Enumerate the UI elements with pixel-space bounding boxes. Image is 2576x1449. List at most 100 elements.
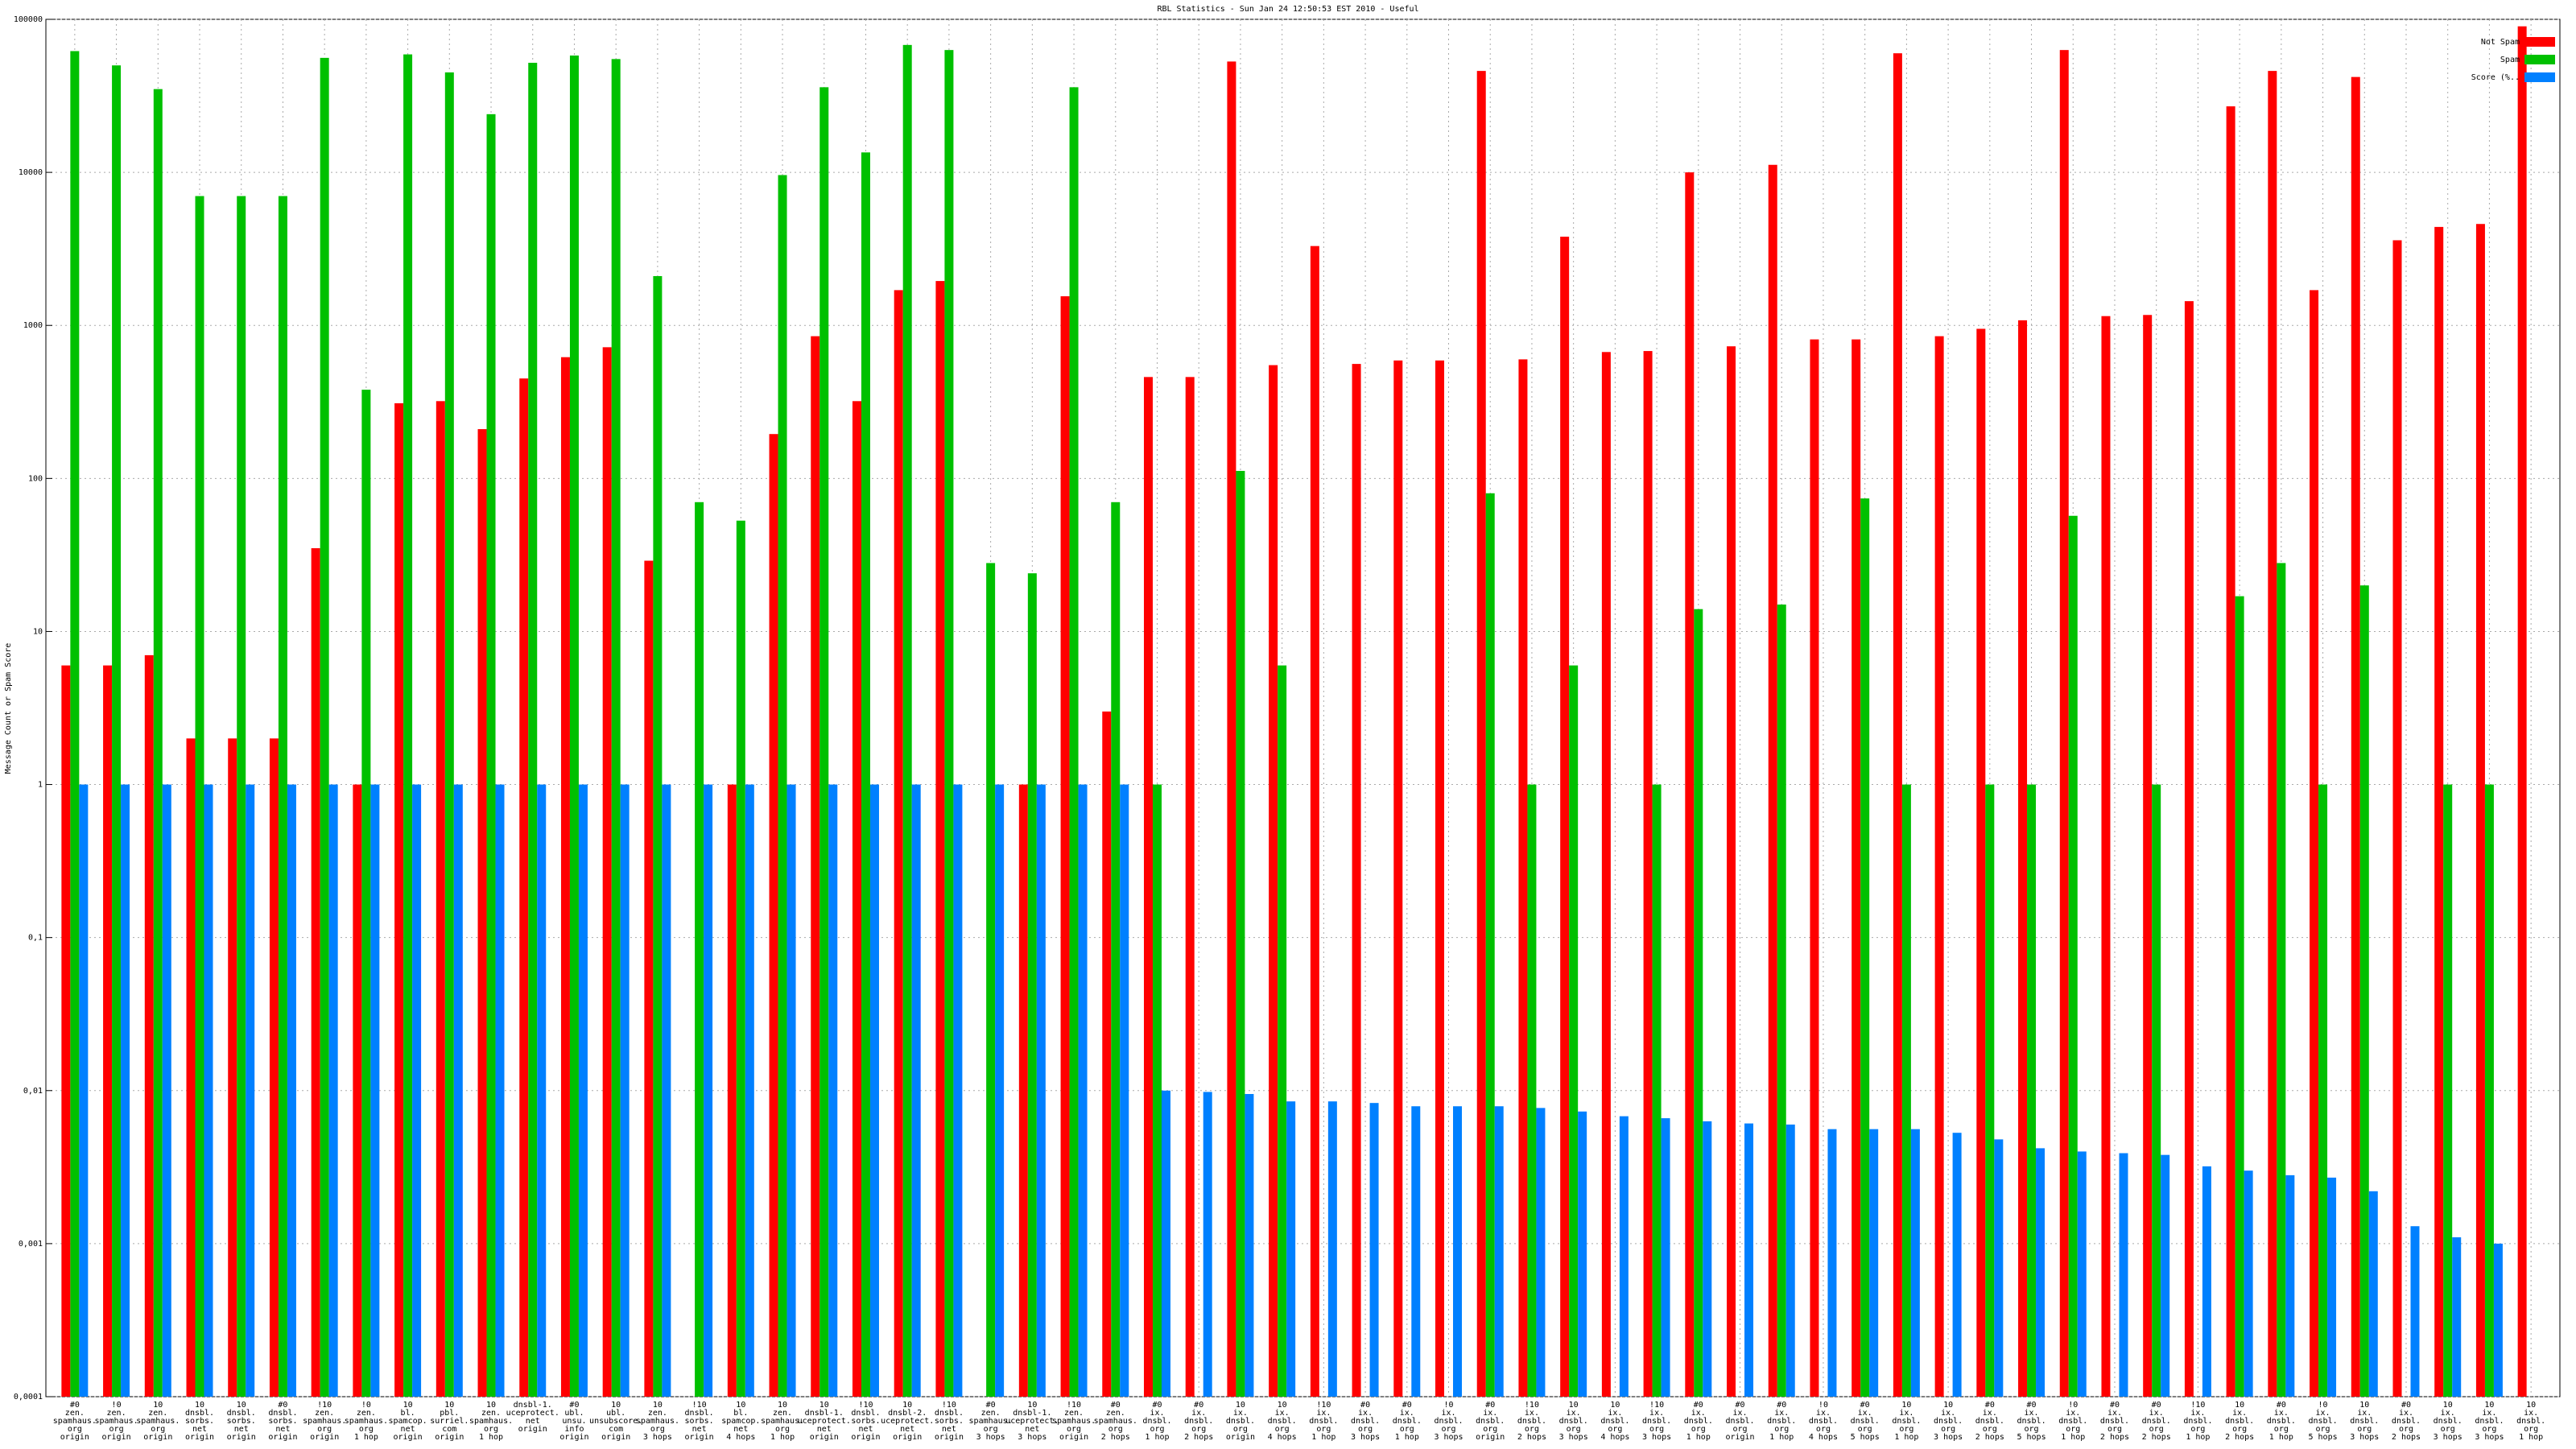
x-tick-label-line: dnsbl-1.: [1013, 1409, 1051, 1418]
x-tick-label-line: origin: [435, 1433, 464, 1442]
x-tick-label-line: 3 hops: [1934, 1433, 1963, 1442]
x-tick-label: !10 dnsbl. sorbs. net origin: [935, 1401, 964, 1442]
y-tick-label: 100: [28, 474, 43, 483]
x-tick-label-line: origin: [518, 1425, 547, 1434]
x-tick-label-line: dnsbl.: [2475, 1417, 2504, 1426]
x-tick-label: #0 ix. dnsbl. org 1 hop: [1767, 1401, 1796, 1442]
x-tick-label-line: spamhaus.: [1094, 1417, 1137, 1426]
x-tick-label-line: org: [317, 1425, 332, 1434]
x-tick-label-line: dnsbl.: [1892, 1417, 1921, 1426]
x-tick-label: #0 ix. dnsbl. org 1 hop: [1684, 1401, 1713, 1442]
bar: [1269, 365, 1278, 1397]
x-tick-label-line: origin: [60, 1433, 89, 1442]
x-tick-label-line: ix.: [1941, 1409, 1955, 1418]
x-tick-label-line: 3 hops: [1434, 1433, 1463, 1442]
x-tick-label-line: !0: [361, 1401, 371, 1410]
bar: [1161, 1090, 1170, 1397]
x-tick-label: 10 dnsbl-2. uceprotect. net origin: [881, 1401, 934, 1442]
x-tick-label-line: zen.: [107, 1409, 126, 1418]
bar: [1985, 784, 1995, 1397]
x-tick-label: 10 ix. dnsbl. org 3 hops: [1934, 1401, 1963, 1442]
bar: [246, 784, 255, 1397]
x-tick-label-line: ix.: [2149, 1409, 2164, 1418]
x-tick-label-line: origin: [102, 1433, 131, 1442]
bar: [727, 784, 737, 1397]
x-tick-label: !10 ix. dnsbl. org 3 hops: [1642, 1401, 1671, 1442]
bar: [2143, 315, 2153, 1397]
x-tick-label-line: 1 hop: [1145, 1433, 1169, 1442]
x-tick-label: #0 ix. dnsbl. org 2 hops: [1184, 1401, 1213, 1442]
x-tick-label-line: ix.: [1691, 1409, 1706, 1418]
bar: [1785, 1124, 1795, 1397]
x-tick-label-line: bl.: [401, 1409, 415, 1418]
x-tick-label: dnsbl-1. uceprotect. net origin: [506, 1401, 559, 1434]
bar: [1027, 573, 1037, 1397]
x-tick-label-line: org: [1441, 1425, 1455, 1434]
x-tick-label-line: 3 hops: [2350, 1433, 2379, 1442]
x-tick-label-line: #0: [569, 1401, 579, 1410]
bar: [353, 784, 362, 1397]
x-tick-label-line: 1 hop: [1395, 1433, 1419, 1442]
x-tick-label: !0 ix. dnsbl. org 1 hop: [2058, 1401, 2087, 1442]
x-tick-label-line: #0: [1360, 1401, 1370, 1410]
x-tick-label-line: sorbs.: [268, 1417, 297, 1426]
x-tick-label-line: org: [1358, 1425, 1373, 1434]
bar: [278, 196, 287, 1397]
x-tick-label-line: dnsbl.: [2017, 1417, 2046, 1426]
bar: [1120, 784, 1129, 1397]
x-tick-label-line: 3 hops: [2434, 1433, 2462, 1442]
x-tick-label-line: ix.: [1816, 1409, 1831, 1418]
x-tick-label-line: #0: [1694, 1401, 1703, 1410]
x-tick-label-line: spamhaus.: [53, 1417, 97, 1426]
x-tick-label-line: ix.: [1774, 1409, 1789, 1418]
x-tick-label: #0 ix. dnsbl. org 1 hop: [2267, 1401, 2296, 1442]
bar: [2068, 515, 2078, 1397]
x-tick-label-line: !10: [1067, 1401, 1081, 1410]
x-tick-label-line: org: [1275, 1425, 1290, 1434]
x-tick-label-line: dnsbl.: [1934, 1417, 1963, 1426]
x-tick-label-line: org: [984, 1425, 998, 1434]
x-tick-label-line: !0: [2068, 1401, 2078, 1410]
bar: [736, 520, 745, 1397]
x-tick-label-line: origin: [1725, 1433, 1754, 1442]
bar: [578, 784, 588, 1397]
bar: [620, 784, 630, 1397]
x-tick-label-line: sorbs.: [685, 1417, 714, 1426]
bar: [1078, 784, 1088, 1397]
x-tick-label-line: org: [151, 1425, 165, 1434]
bar: [2161, 1154, 2170, 1397]
x-tick-label-line: 10: [1027, 1401, 1037, 1410]
bar: [602, 347, 612, 1397]
x-tick-label-line: origin: [1226, 1433, 1255, 1442]
x-tick-label-line: org: [2025, 1425, 2039, 1434]
bar: [444, 72, 454, 1397]
x-tick-label: #0 ix. dnsbl. org 2 hops: [1975, 1401, 2004, 1442]
x-tick-label-line: spamhaus.: [469, 1417, 513, 1426]
bar: [477, 429, 487, 1397]
x-tick-label-line: ix.: [2274, 1409, 2289, 1418]
bar: [1411, 1106, 1421, 1397]
x-tick-label-line: org: [2316, 1425, 2330, 1434]
bar: [852, 401, 861, 1397]
x-tick-label-line: 1 hop: [1894, 1433, 1918, 1442]
x-tick-label-line: dnsbl.: [2183, 1417, 2212, 1426]
x-tick-label: #0 ix. dnsbl. org 1 hop: [1393, 1401, 1422, 1442]
x-tick-label: 10 ix. dnsbl. org 4 hops: [1600, 1401, 1629, 1442]
x-tick-label-line: zen.: [981, 1409, 1001, 1418]
bar: [287, 784, 296, 1397]
x-tick-label-line: org: [2107, 1425, 2122, 1434]
bar: [662, 784, 671, 1397]
bar: [894, 290, 903, 1397]
bar: [560, 357, 570, 1397]
x-tick-label: 10 pbl. surriel. com origin: [430, 1401, 469, 1442]
x-tick-label-line: net: [1025, 1425, 1039, 1434]
x-tick-label-line: 10: [611, 1401, 621, 1410]
x-tick-label-line: dnsbl.: [2516, 1417, 2545, 1426]
bar: [1485, 493, 1495, 1397]
bar: [2493, 1243, 2503, 1397]
x-tick-label-line: dnsbl.: [2434, 1417, 2462, 1426]
x-tick-label-line: dnsbl.: [2058, 1417, 2087, 1426]
x-tick-label-line: unsubscore.: [589, 1417, 642, 1426]
x-tick-label-line: 5 hops: [1851, 1433, 1880, 1442]
x-tick-label-line: dnsbl.: [685, 1409, 714, 1418]
